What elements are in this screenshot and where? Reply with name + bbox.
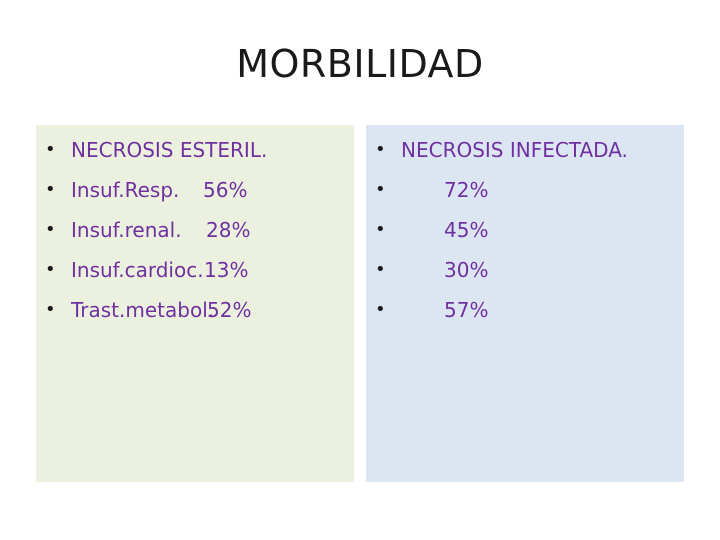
list-item: • Insuf.renal. 28% [36,210,336,250]
list-item: • 72% [366,170,676,210]
bullet-icon: • [45,219,56,240]
item-value: 52% [207,298,252,322]
left-panel-background [36,125,354,482]
list-item: • Insuf.Resp. 56% [36,170,336,210]
list-item: • 30% [366,250,676,290]
item-value: 28% [206,218,251,242]
bullet-icon: • [375,299,386,320]
list-item: • NECROSIS ESTERIL. [36,130,336,170]
bullet-icon: • [45,179,56,200]
left-panel-header: NECROSIS ESTERIL. [71,138,268,162]
item-label: Insuf.Resp. [71,178,180,202]
bullet-icon: • [45,299,56,320]
bullet-icon: • [45,139,56,160]
item-label: Insuf.renal. [71,218,182,242]
slide-title: MORBILIDAD [236,42,484,86]
item-value: 30% [444,258,489,282]
right-bullet-list: • NECROSIS INFECTADA. • 72% • 45% • 30% … [366,130,676,330]
list-item: • Insuf.cardioc. 13% [36,250,336,290]
item-label: Trast.metabol. [71,298,215,322]
right-panel-background [366,125,684,482]
item-value: 72% [444,178,489,202]
list-item: • Trast.metabol. 52% [36,290,336,330]
list-item: • NECROSIS INFECTADA. [366,130,676,170]
list-item: • 45% [366,210,676,250]
bullet-icon: • [375,259,386,280]
bullet-icon: • [375,139,386,160]
left-bullet-list: • NECROSIS ESTERIL. • Insuf.Resp. 56% • … [36,130,336,330]
item-value: 13% [204,258,249,282]
bullet-icon: • [45,259,56,280]
right-panel-header: NECROSIS INFECTADA. [401,138,628,162]
list-item: • 57% [366,290,676,330]
item-value: 56% [203,178,248,202]
bullet-icon: • [375,179,386,200]
bullet-icon: • [375,219,386,240]
item-label: Insuf.cardioc. [71,258,204,282]
item-value: 57% [444,298,489,322]
item-value: 45% [444,218,489,242]
